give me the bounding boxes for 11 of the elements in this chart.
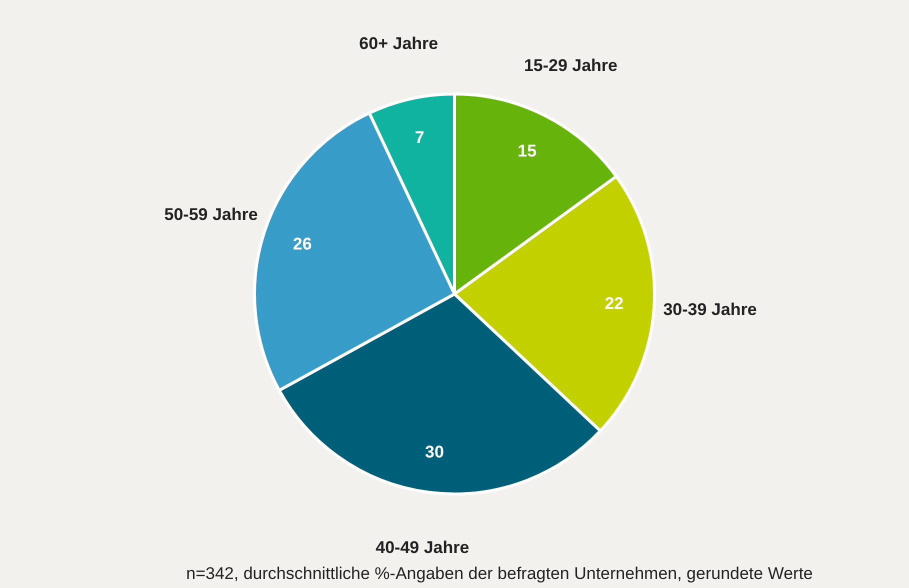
data-label: 15 [518, 141, 537, 160]
data-label: 7 [414, 128, 424, 147]
slice-label: 40-49 Jahre [376, 538, 470, 557]
slice-label: 15-29 Jahre [524, 56, 618, 75]
data-label: 26 [292, 234, 312, 254]
data-label: 22 [604, 294, 624, 314]
slice-label: 60+ Jahre [359, 34, 438, 54]
data-label: 30 [424, 442, 444, 462]
slice-label: 30-39 Jahre [663, 300, 757, 320]
slice-label: 50-59 Jahre [164, 204, 258, 224]
text: n=342, durchschnittliche %-Angaben der befragten Unternehmen, gerundete Werte [186, 564, 813, 583]
